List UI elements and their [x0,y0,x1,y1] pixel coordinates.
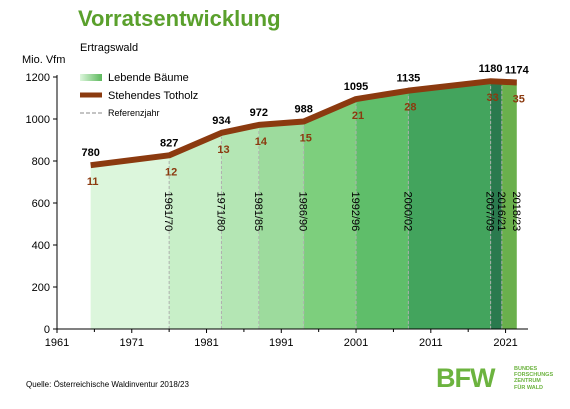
legend-label-reference: Referenzjahr [108,108,160,118]
total-value-label: 1174 [505,64,530,76]
total-value-label: 1180 [479,63,503,75]
living-trees-area [221,124,259,329]
legend-swatch-living [80,74,102,81]
logo-line: FORSCHUNGS [514,372,554,379]
period-label: 1981/85 [252,192,264,232]
deadwood-value-label: 21 [352,110,364,122]
logo-letters: BFW [436,363,495,393]
y-tick-label: 0 [44,324,50,336]
deadwood-value-label: 28 [404,102,416,114]
x-tick-label: 2021 [493,337,517,349]
logo-line: ZENTRUM [514,378,541,385]
logo-text: BUNDES FORSCHUNGS ZENTRUM FÜR WALD [514,366,566,391]
logo-line: BUNDES [514,366,538,372]
period-label: 2018/23 [510,192,522,232]
total-value-label: 1095 [344,81,368,93]
living-trees-area [90,155,170,329]
deadwood-value-label: 11 [87,176,99,188]
deadwood-value-label: 15 [300,133,312,145]
living-trees-area [408,81,491,329]
x-tick-label: 2001 [344,337,368,349]
deadwood-value-label: 33 [486,92,498,104]
living-trees-area [258,121,304,330]
chart-subtitle: Ertragswald [80,42,139,54]
deadwood-value-label: 35 [513,93,525,105]
total-value-label: 827 [160,137,178,149]
period-label: 1992/96 [349,192,361,232]
period-label: 1986/90 [297,192,309,232]
chart-title: Vorratsentwicklung [78,6,281,31]
total-value-label: 972 [250,107,268,119]
period-label: 2000/02 [401,192,413,232]
deadwood-value-label: 13 [217,144,229,156]
logo-line: FÜR WALD [514,384,544,391]
y-tick-label: 800 [32,156,50,168]
bfw-logo: BFW BUNDES FORSCHUNGS ZENTRUM FÜR WALD [436,362,566,394]
total-value-label: 1135 [396,73,420,85]
deadwood-value-label: 12 [165,166,177,178]
period-label: 1961/70 [162,192,174,232]
y-axis-label: Mio. Vfm [22,54,66,66]
living-trees-area [169,132,222,329]
living-trees-area [303,99,357,329]
living-trees-area [501,81,517,330]
period-label: 2007/09 [484,192,496,232]
x-tick-label: 1991 [269,337,293,349]
y-tick-label: 1200 [26,72,50,84]
source-note: Quelle: Österreichische Waldinventur 201… [26,380,189,389]
period-label: 2016/21 [495,192,507,232]
deadwood-line [90,78,517,169]
x-tick-label: 1971 [120,337,144,349]
total-value-label: 934 [212,115,231,127]
living-trees-area [490,81,502,329]
x-tick-label: 1961 [45,337,69,349]
y-tick-label: 400 [32,240,50,252]
living-trees-area [356,90,409,330]
total-value-label: 988 [295,104,313,116]
x-tick-label: 2011 [419,337,443,349]
y-tick-label: 200 [32,282,50,294]
y-tick-label: 1000 [26,114,50,126]
x-tick-label: 1981 [194,337,218,349]
deadwood-value-label: 14 [255,136,268,148]
total-value-label: 780 [81,147,99,159]
legend-label-living: Lebende Bäume [108,72,189,84]
y-tick-label: 600 [32,198,50,210]
period-label: 1971/80 [214,192,226,232]
legend-label-deadwood: Stehendes Totholz [108,90,198,102]
